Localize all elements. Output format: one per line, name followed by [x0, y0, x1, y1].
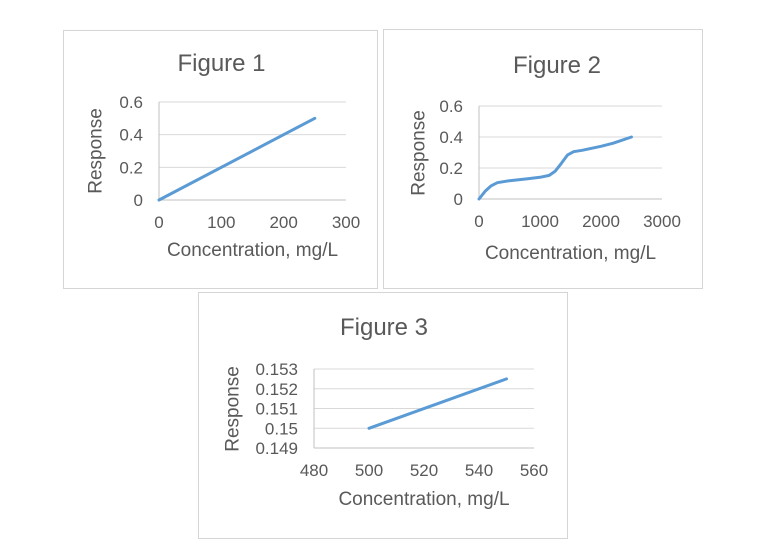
y-tick-label: 0.4 — [439, 128, 463, 147]
chart-plot-area: 0 0.2 0.4 0.6 0 100 200 300 — [119, 93, 360, 232]
x-tick-label: 0 — [474, 212, 483, 231]
x-axis-title: Concentration, mg/L — [484, 243, 657, 264]
y-tick-label: 0.6 — [119, 93, 143, 112]
y-tick-label: 0 — [454, 190, 463, 209]
x-tick-label: 480 — [300, 461, 328, 480]
x-axis-title: Concentration, mg/L — [166, 240, 339, 261]
series-line — [477, 135, 633, 201]
x-tick-label: 2000 — [582, 212, 620, 231]
figure-3-panel: Figure 3 0.149 0.15 0.151 0.152 0.153 480 500 5… — [198, 292, 568, 539]
figure-1-panel: Figure 1 0 0.2 0.4 0.6 0 100 200 300 Concentrat… — [63, 30, 378, 289]
y-tick-label: 0 — [134, 191, 143, 210]
y-tick-label: 0.153 — [255, 360, 298, 379]
x-tick-label: 0 — [154, 213, 163, 232]
chart-title: Figure 1 — [177, 50, 266, 77]
y-tick-label: 0.152 — [255, 380, 298, 399]
y-axis-title: Response — [222, 365, 244, 452]
x-tick-label: 200 — [269, 213, 297, 232]
x-tick-label: 100 — [207, 213, 235, 232]
y-tick-label: 0.6 — [439, 97, 463, 116]
x-tick-label: 3000 — [643, 212, 681, 231]
chart-title: Figure 2 — [512, 52, 602, 79]
y-tick-label: 0.149 — [255, 439, 298, 458]
x-axis-title: Concentration, mg/L — [338, 489, 510, 510]
y-tick-label: 0.4 — [119, 126, 143, 145]
y-tick-label: 0.151 — [255, 400, 298, 419]
y-axis-title: Response — [85, 108, 107, 194]
chart-plot-area: 0 0.2 0.4 0.6 0 1000 2000 3000 — [439, 97, 681, 231]
x-tick-label: 560 — [520, 461, 548, 480]
x-tick-label: 500 — [355, 461, 383, 480]
y-tick-label: 0.2 — [119, 158, 143, 177]
figure-2-panel: Figure 2 0 0.2 0.4 0.6 0 1000 2000 3000 Concent… — [383, 29, 703, 289]
series-line — [367, 377, 508, 430]
x-tick-label: 540 — [465, 461, 493, 480]
x-tick-label: 1000 — [521, 212, 559, 231]
y-axis-title: Response — [408, 109, 430, 196]
y-tick-label: 0.2 — [439, 159, 463, 178]
x-tick-label: 520 — [410, 461, 438, 480]
chart-title: Figure 3 — [339, 314, 429, 341]
series-line — [157, 116, 317, 202]
y-tick-label: 0.15 — [265, 419, 298, 438]
x-tick-label: 300 — [332, 213, 360, 232]
